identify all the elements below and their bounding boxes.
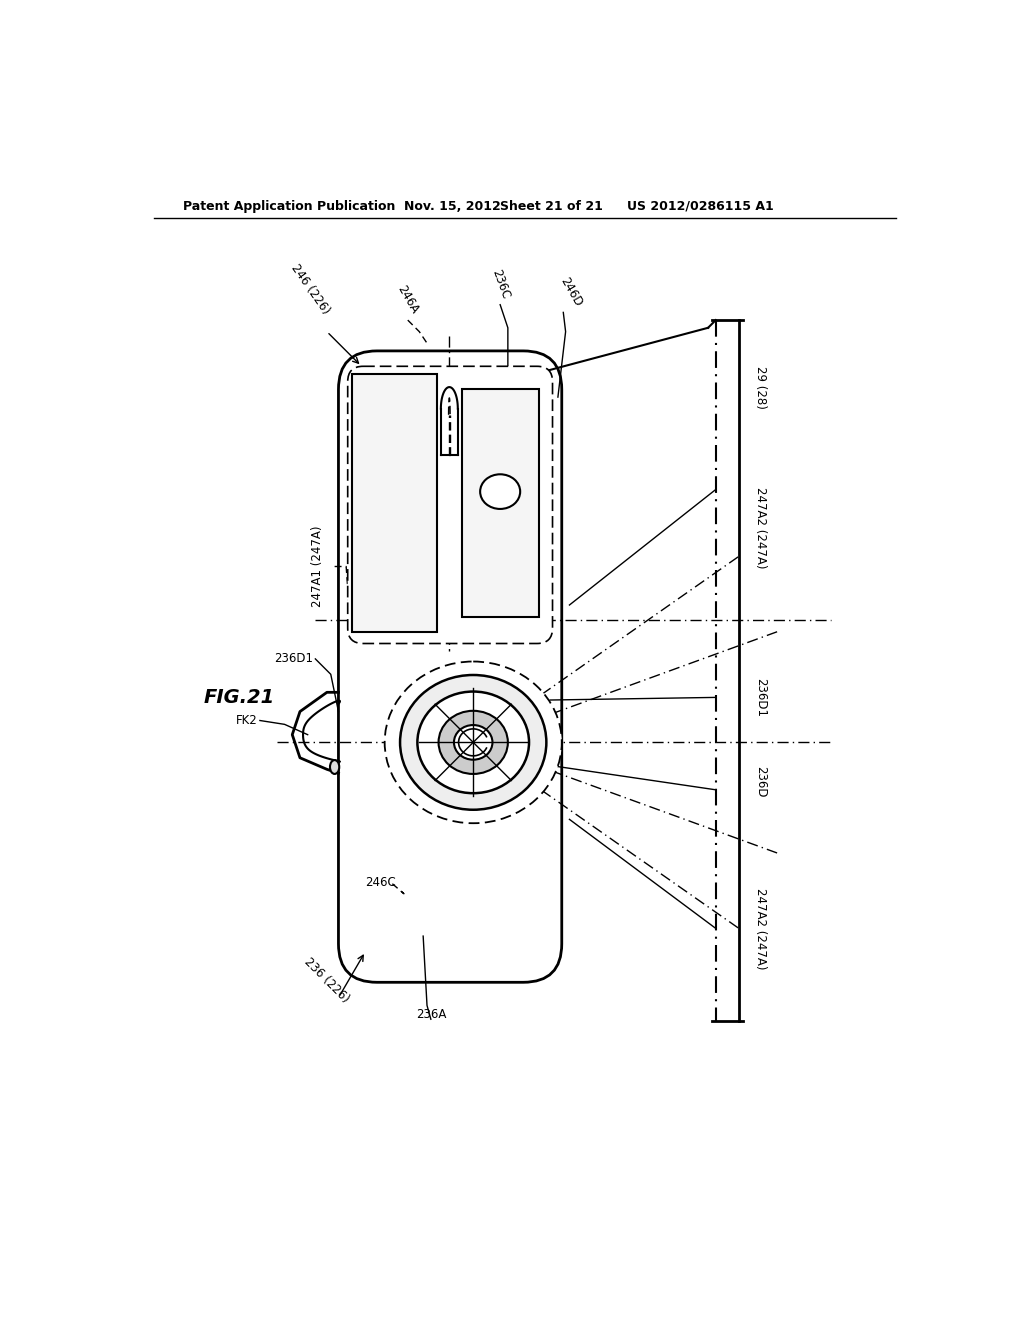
Ellipse shape (400, 675, 547, 809)
FancyBboxPatch shape (339, 351, 562, 982)
Ellipse shape (438, 710, 508, 774)
Bar (352, 374, 437, 632)
Ellipse shape (418, 692, 529, 793)
FancyBboxPatch shape (348, 367, 553, 644)
Text: 247A1 (247A): 247A1 (247A) (311, 525, 325, 607)
Text: Patent Application Publication: Patent Application Publication (183, 199, 395, 213)
Text: 236D1: 236D1 (274, 652, 313, 665)
Bar (462, 389, 539, 616)
Ellipse shape (330, 760, 339, 774)
Ellipse shape (454, 725, 493, 760)
Text: 247A2 (247A): 247A2 (247A) (755, 887, 767, 969)
Text: 247A2 (247A): 247A2 (247A) (755, 487, 767, 569)
Ellipse shape (480, 474, 520, 510)
Text: 236 (226): 236 (226) (302, 956, 352, 1006)
Text: FK2: FK2 (236, 714, 258, 727)
Text: 246D: 246D (558, 275, 585, 309)
Ellipse shape (385, 661, 562, 824)
Text: Nov. 15, 2012: Nov. 15, 2012 (403, 199, 501, 213)
Text: 236D: 236D (755, 767, 767, 797)
Text: Sheet 21 of 21: Sheet 21 of 21 (500, 199, 603, 213)
Text: 29 (28): 29 (28) (755, 367, 767, 409)
Text: 246 (226): 246 (226) (288, 261, 332, 317)
Text: 246A: 246A (394, 284, 421, 317)
Text: 246C: 246C (366, 875, 396, 888)
Text: 236C: 236C (488, 268, 512, 301)
Text: 236A: 236A (416, 1007, 446, 1020)
Text: 236D1: 236D1 (755, 678, 767, 717)
Text: FIG.21: FIG.21 (204, 688, 275, 708)
Text: US 2012/0286115 A1: US 2012/0286115 A1 (628, 199, 774, 213)
